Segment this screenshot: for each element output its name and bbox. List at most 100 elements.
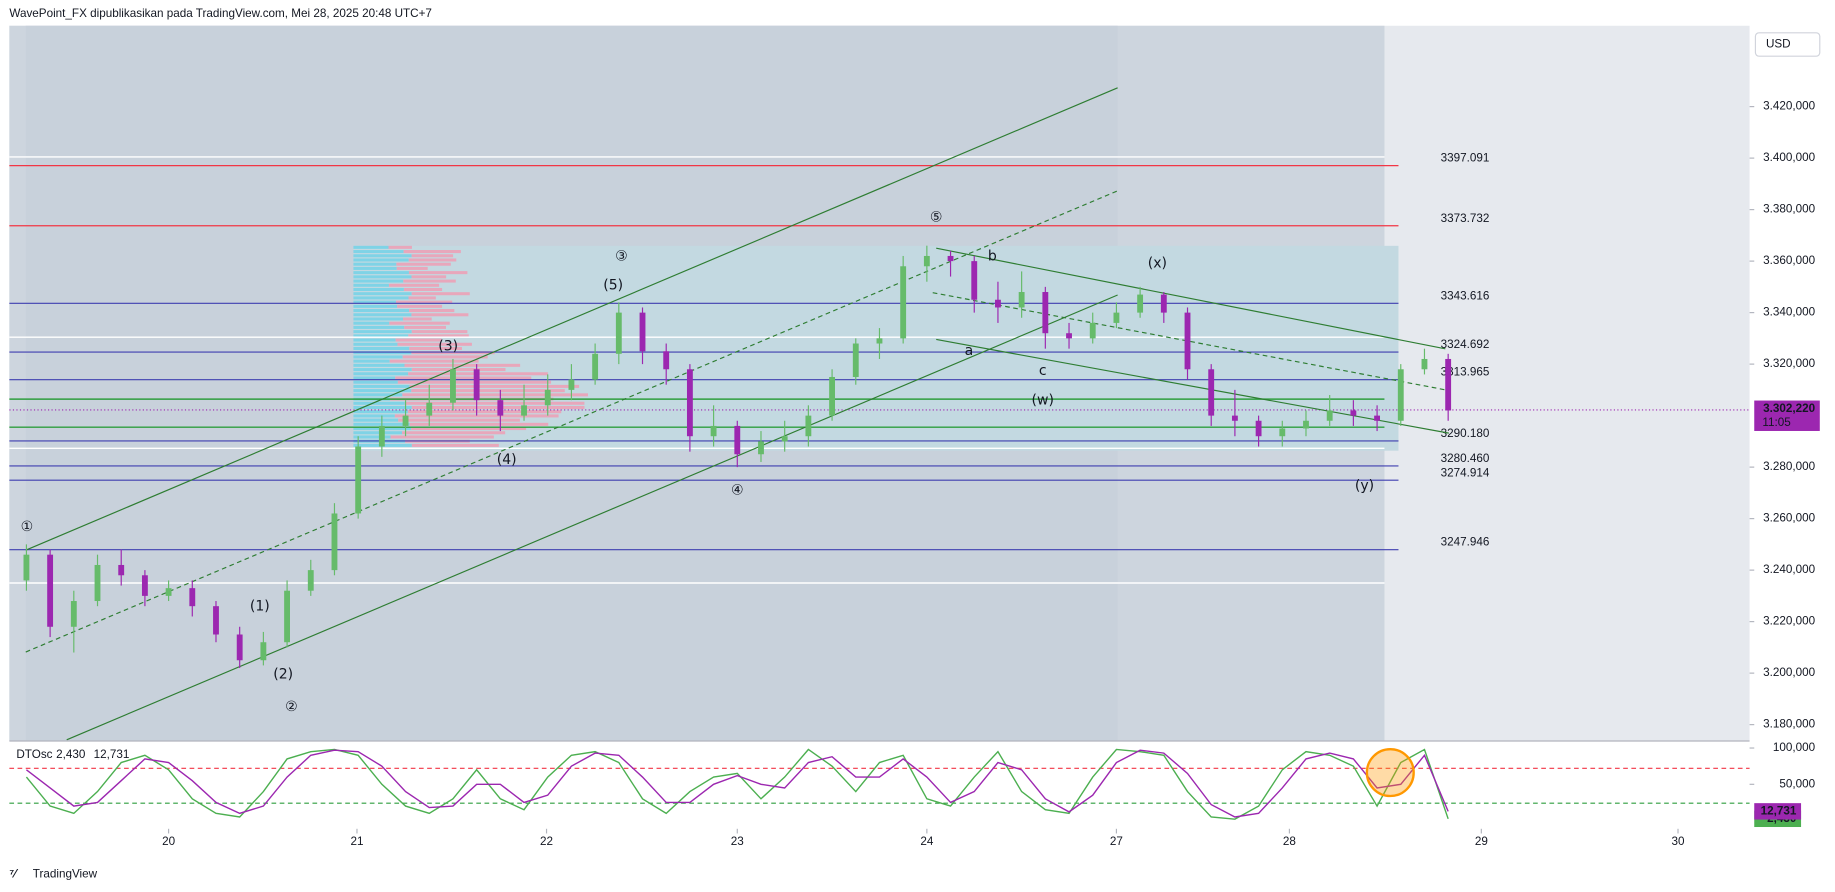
profile-bar — [353, 313, 412, 317]
x-tick-label: 30 — [1672, 835, 1685, 848]
candle-body — [758, 441, 764, 455]
profile-bar — [353, 401, 405, 405]
osc-line — [25, 748, 1449, 820]
candle-body — [781, 436, 788, 442]
profile-bar — [353, 363, 405, 367]
profile-bar — [403, 287, 443, 292]
osc-legend-value: 12,731 — [94, 748, 130, 761]
wave-label: (1) — [250, 598, 270, 614]
profile-bar — [353, 384, 410, 388]
wave-label: (y) — [1355, 478, 1374, 494]
channel-mid — [25, 190, 1118, 653]
profile-bar — [353, 250, 404, 254]
candle-body — [900, 266, 907, 339]
y-tick-label: 3.180,000 — [1763, 718, 1815, 731]
profile-bar — [411, 389, 565, 393]
currency-button[interactable] — [1754, 32, 1821, 57]
profile-bar — [409, 384, 580, 388]
candle-body — [1421, 358, 1428, 370]
profile-bar — [411, 368, 506, 372]
candle-body — [260, 642, 267, 661]
candle-body — [426, 402, 433, 416]
candle-body — [473, 369, 480, 401]
candle-body — [639, 312, 646, 352]
osc-value-label: 12,731 — [1761, 804, 1797, 817]
profile-bar — [353, 283, 389, 287]
candle-body — [213, 606, 219, 635]
profile-bar — [390, 435, 494, 439]
candle-body — [497, 400, 504, 416]
channel-line — [936, 338, 1449, 434]
wave-label: ② — [285, 699, 298, 715]
candle-body — [23, 554, 30, 581]
profile-bar — [411, 254, 454, 258]
candle-body — [331, 513, 338, 571]
profile-bar — [411, 330, 468, 334]
oscillator: DTOsc 2,430 12,731 — [9, 748, 1750, 820]
highlight-circle — [1365, 748, 1415, 798]
levels: 3397.091 3373.732 3343.616 3324.692 3313.965… — [9, 152, 1750, 584]
axes: 3.420,000 3.400,000 3.380,000 3.360,000 3.34… — [162, 100, 1820, 848]
profile-bar — [404, 325, 446, 329]
channel-mid — [932, 292, 1446, 391]
profile-bar — [403, 279, 456, 283]
profile-bar — [404, 401, 585, 405]
profile-bar — [353, 245, 389, 249]
wave-label: (3) — [438, 338, 458, 354]
candle-body — [1089, 322, 1096, 339]
x-tick-label: 27 — [1110, 835, 1123, 848]
profile-bar — [353, 330, 412, 334]
candle-body — [1208, 369, 1215, 416]
y-tick-label: 3.220,000 — [1763, 615, 1815, 628]
profile-bar — [353, 300, 397, 304]
profile-bar — [395, 338, 442, 342]
wave-label: ④ — [731, 482, 744, 498]
profile-bar — [403, 317, 432, 321]
level-label: 3397.091 — [1441, 152, 1490, 165]
profile-bar — [389, 359, 479, 363]
profile-bar — [353, 435, 391, 439]
candle-body — [923, 255, 930, 267]
candle-body — [94, 564, 101, 602]
profile-bar — [353, 372, 409, 376]
candle-body — [1042, 292, 1049, 334]
header: WavePoint_FX dipublikasikan pada Trading… — [9, 7, 432, 20]
trendlines — [25, 87, 1449, 741]
profile-bar — [353, 431, 403, 435]
candle-body — [852, 343, 859, 377]
channel-line — [936, 247, 1446, 350]
y-tick-label: 3.400,000 — [1763, 151, 1815, 164]
currency-button-label[interactable]: USD — [1766, 38, 1791, 51]
candle-body — [402, 415, 409, 426]
level-label: 3324.692 — [1441, 338, 1490, 351]
candle-body — [947, 255, 954, 262]
profile-bar — [353, 262, 397, 266]
profile-bar — [411, 313, 469, 317]
profile-bar — [388, 283, 440, 287]
channel-line — [25, 87, 1118, 551]
candle-body — [568, 379, 575, 390]
candle-body — [284, 590, 291, 643]
candle-body — [1397, 369, 1404, 421]
candle-body — [378, 425, 385, 447]
y-tick-label: 3.320,000 — [1763, 357, 1815, 370]
profile-bar — [353, 380, 398, 384]
profile-bar — [353, 414, 395, 418]
profile-bar — [402, 355, 488, 359]
candle-body — [355, 446, 362, 514]
candle-body — [1137, 294, 1144, 313]
candle-body — [710, 425, 717, 437]
x-tick-label: 28 — [1283, 835, 1296, 848]
osc-line — [25, 749, 1449, 818]
profile-bar — [353, 389, 412, 393]
profile-bar — [353, 410, 408, 414]
profile-bar — [353, 334, 409, 338]
level-label: 3373.732 — [1441, 212, 1490, 225]
x-tick-label: 20 — [162, 835, 175, 848]
profile-bar — [353, 321, 390, 325]
profile-bar — [402, 431, 506, 435]
candle-body — [544, 389, 551, 406]
level-label: 3290.180 — [1441, 427, 1490, 440]
candle-body — [141, 575, 148, 596]
annotations: ① ② ③ ④ ⑤ (1) (2) (3) (4) (5) (w) (x) (y) a b c — [21, 210, 1375, 715]
